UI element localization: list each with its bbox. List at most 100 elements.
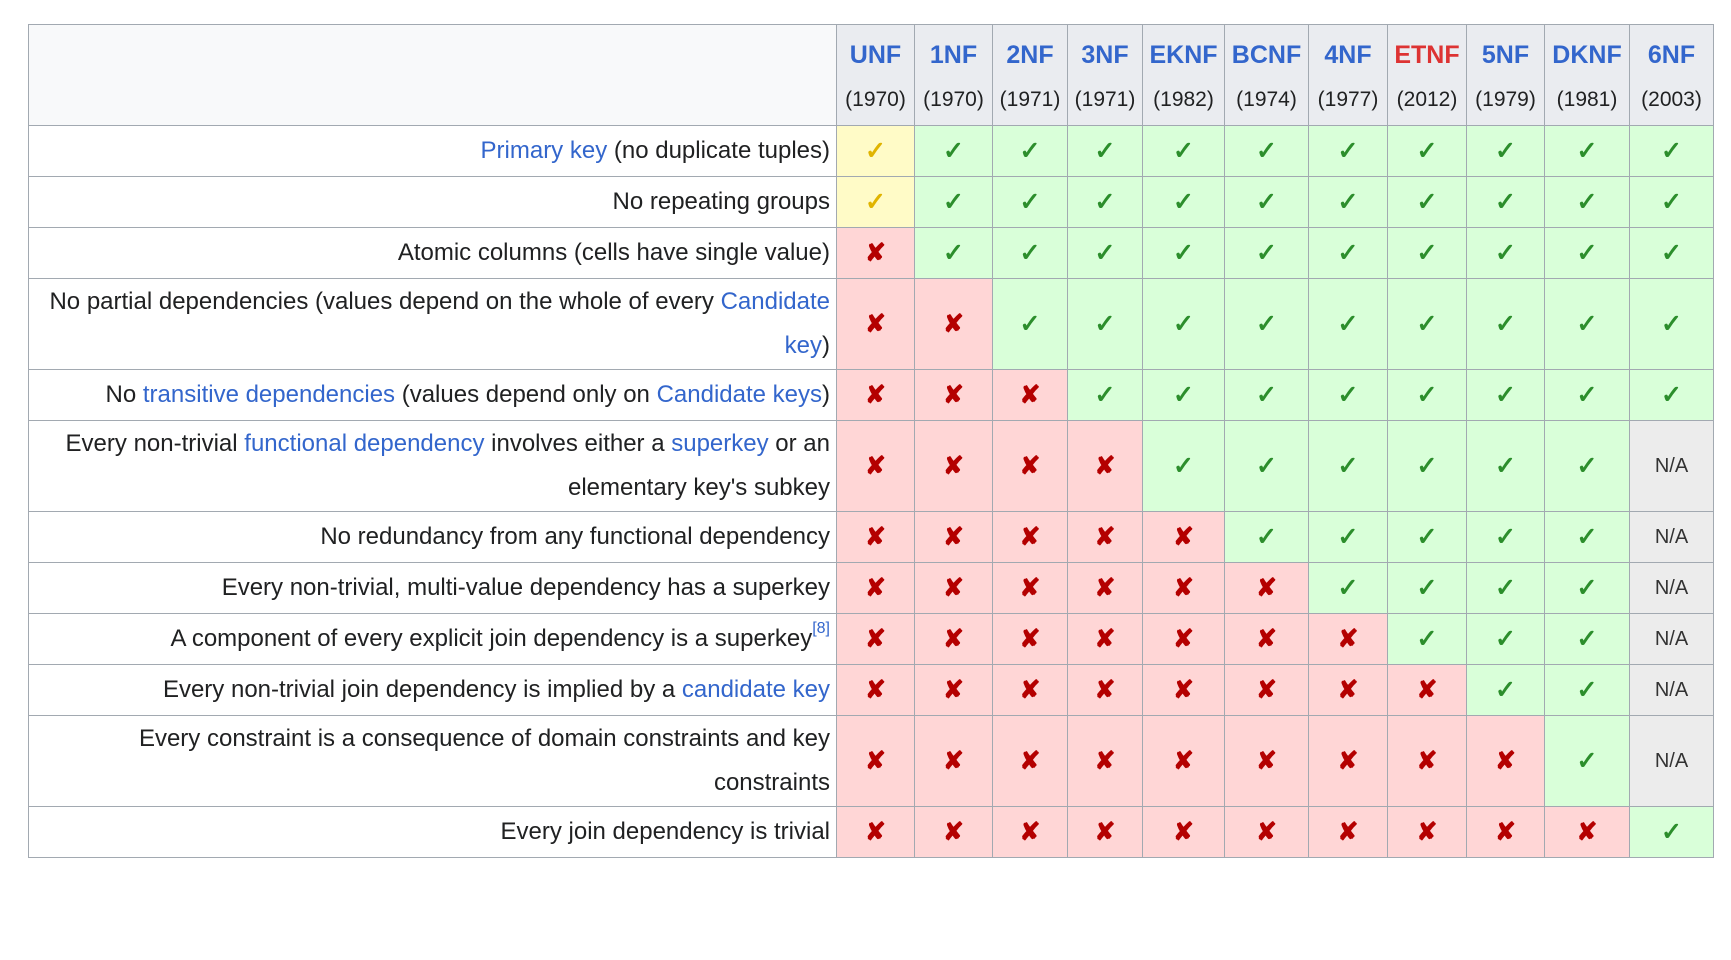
- normal-form-link[interactable]: EKNF: [1149, 41, 1218, 69]
- criterion-text: (values depend only on: [395, 381, 657, 408]
- check-icon: ✓: [1629, 369, 1714, 421]
- cross-icon: ✘: [1142, 562, 1225, 614]
- na-cell: N/A: [1629, 420, 1714, 512]
- check-icon: ✓: [1466, 664, 1545, 716]
- na-cell: N/A: [1629, 613, 1714, 665]
- check-icon: ✓: [836, 176, 915, 228]
- criterion-link[interactable]: superkey: [671, 430, 769, 457]
- table-row: No transitive dependencies (values depen…: [28, 369, 1714, 421]
- normal-forms-table: UNF (1970) 1NF (1970) 2NF (1971) 3NF (1971) EKNF…: [28, 24, 1714, 858]
- cross-icon: ✘: [836, 227, 915, 279]
- check-icon: ✓: [1308, 369, 1388, 421]
- check-icon: ✓: [836, 125, 915, 177]
- check-icon: ✓: [1544, 420, 1630, 512]
- criterion-cell: No redundancy from any functional depend…: [28, 511, 837, 563]
- check-icon: ✓: [1466, 420, 1545, 512]
- normal-form-year: (1970): [923, 88, 984, 111]
- table-row: No redundancy from any functional depend…: [28, 511, 1714, 563]
- check-icon: ✓: [1067, 125, 1143, 177]
- criterion-text: involves either a: [484, 430, 672, 457]
- criterion-link[interactable]: Candidate keys: [656, 381, 822, 408]
- criterion-cell: No transitive dependencies (values depen…: [28, 369, 837, 421]
- column-header-dknf: DKNF (1981): [1544, 24, 1630, 126]
- check-icon: ✓: [1466, 227, 1545, 279]
- table-row: Atomic columns (cells have single value)…: [28, 227, 1714, 279]
- criterion-text: ): [822, 332, 830, 359]
- check-icon: ✓: [914, 227, 993, 279]
- cross-icon: ✘: [1142, 806, 1225, 858]
- criterion-link[interactable]: Candidate key: [720, 288, 830, 359]
- normal-form-link[interactable]: 3NF: [1081, 41, 1129, 69]
- cross-icon: ✘: [1067, 420, 1143, 512]
- cross-icon: ✘: [1466, 715, 1545, 807]
- check-icon: ✓: [1544, 511, 1630, 563]
- normal-form-link[interactable]: DKNF: [1552, 41, 1622, 69]
- criterion-link[interactable]: transitive dependencies: [142, 381, 396, 408]
- cross-icon: ✘: [1067, 806, 1143, 858]
- criterion-link[interactable]: functional dependency: [244, 430, 485, 457]
- check-icon: ✓: [992, 125, 1068, 177]
- normal-form-link[interactable]: 4NF: [1324, 41, 1372, 69]
- cross-icon: ✘: [1142, 664, 1225, 716]
- table-row: Every non-trivial, multi-value dependenc…: [28, 562, 1714, 614]
- check-icon: ✓: [1544, 176, 1630, 228]
- normal-form-link[interactable]: UNF: [849, 41, 902, 69]
- cross-icon: ✘: [1387, 715, 1467, 807]
- criterion-text: Every constraint is a consequence of dom…: [138, 725, 830, 796]
- normal-form-link[interactable]: 2NF: [1006, 41, 1054, 69]
- normal-form-link[interactable]: ETNF: [1394, 41, 1460, 69]
- cross-icon: ✘: [1308, 806, 1388, 858]
- check-icon: ✓: [1544, 278, 1630, 370]
- check-icon: ✓: [1142, 125, 1225, 177]
- check-icon: ✓: [1308, 125, 1388, 177]
- cross-icon: ✘: [1308, 613, 1388, 665]
- criterion-cell: Every non-trivial functional dependency …: [28, 420, 837, 512]
- normal-form-year: (1982): [1153, 88, 1214, 111]
- cross-icon: ✘: [992, 369, 1068, 421]
- normal-form-year: (1981): [1556, 88, 1618, 111]
- cross-icon: ✘: [836, 420, 915, 512]
- cross-icon: ✘: [914, 613, 993, 665]
- reference-link[interactable]: [8]: [812, 620, 830, 637]
- normal-form-link[interactable]: 5NF: [1481, 41, 1530, 69]
- check-icon: ✓: [992, 176, 1068, 228]
- criterion-cell: No repeating groups: [28, 176, 837, 228]
- cross-icon: ✘: [992, 420, 1068, 512]
- check-icon: ✓: [1629, 806, 1714, 858]
- check-icon: ✓: [1308, 562, 1388, 614]
- criterion-link[interactable]: Primary key: [480, 137, 608, 164]
- cross-icon: ✘: [914, 511, 993, 563]
- check-icon: ✓: [1224, 369, 1309, 421]
- normal-form-link[interactable]: BCNF: [1231, 41, 1302, 69]
- normal-form-year: (2003): [1641, 88, 1702, 111]
- normal-form-link[interactable]: 1NF: [929, 41, 978, 69]
- table-row: Every non-trivial join dependency is imp…: [28, 664, 1714, 716]
- column-header-6nf: 6NF (2003): [1629, 24, 1714, 126]
- criterion-text: ): [822, 381, 830, 408]
- criterion-text: A component of every explicit join depen…: [170, 625, 813, 652]
- cross-icon: ✘: [836, 562, 915, 614]
- check-icon: ✓: [1142, 420, 1225, 512]
- criterion-link[interactable]: candidate key: [681, 676, 830, 703]
- cross-icon: ✘: [914, 369, 993, 421]
- check-icon: ✓: [1466, 613, 1545, 665]
- criterion-text: Every non-trivial: [65, 430, 245, 457]
- cross-icon: ✘: [992, 613, 1068, 665]
- header-row: UNF (1970) 1NF (1970) 2NF (1971) 3NF (1971) EKNF…: [28, 24, 1714, 126]
- check-icon: ✓: [1466, 176, 1545, 228]
- na-cell: N/A: [1629, 715, 1714, 807]
- cross-icon: ✘: [1544, 806, 1630, 858]
- check-icon: ✓: [1387, 176, 1467, 228]
- check-icon: ✓: [1544, 664, 1630, 716]
- cross-icon: ✘: [1067, 664, 1143, 716]
- normal-form-link[interactable]: 6NF: [1647, 41, 1696, 69]
- table-row: Primary key (no duplicate tuples) ✓ ✓ ✓ ✓ ✓ ✓ ✓…: [28, 125, 1714, 177]
- na-cell: N/A: [1629, 664, 1714, 716]
- check-icon: ✓: [1067, 227, 1143, 279]
- column-header-3nf: 3NF (1971): [1067, 24, 1143, 126]
- check-icon: ✓: [1387, 613, 1467, 665]
- table-row: A component of every explicit join depen…: [28, 613, 1714, 665]
- criterion-text: No partial dependencies (values depend o…: [49, 288, 721, 315]
- criterion-text: Every join dependency is trivial: [500, 818, 831, 845]
- table-row: No repeating groups ✓ ✓ ✓ ✓ ✓ ✓ ✓ ✓ ✓ ✓ ✓: [28, 176, 1714, 228]
